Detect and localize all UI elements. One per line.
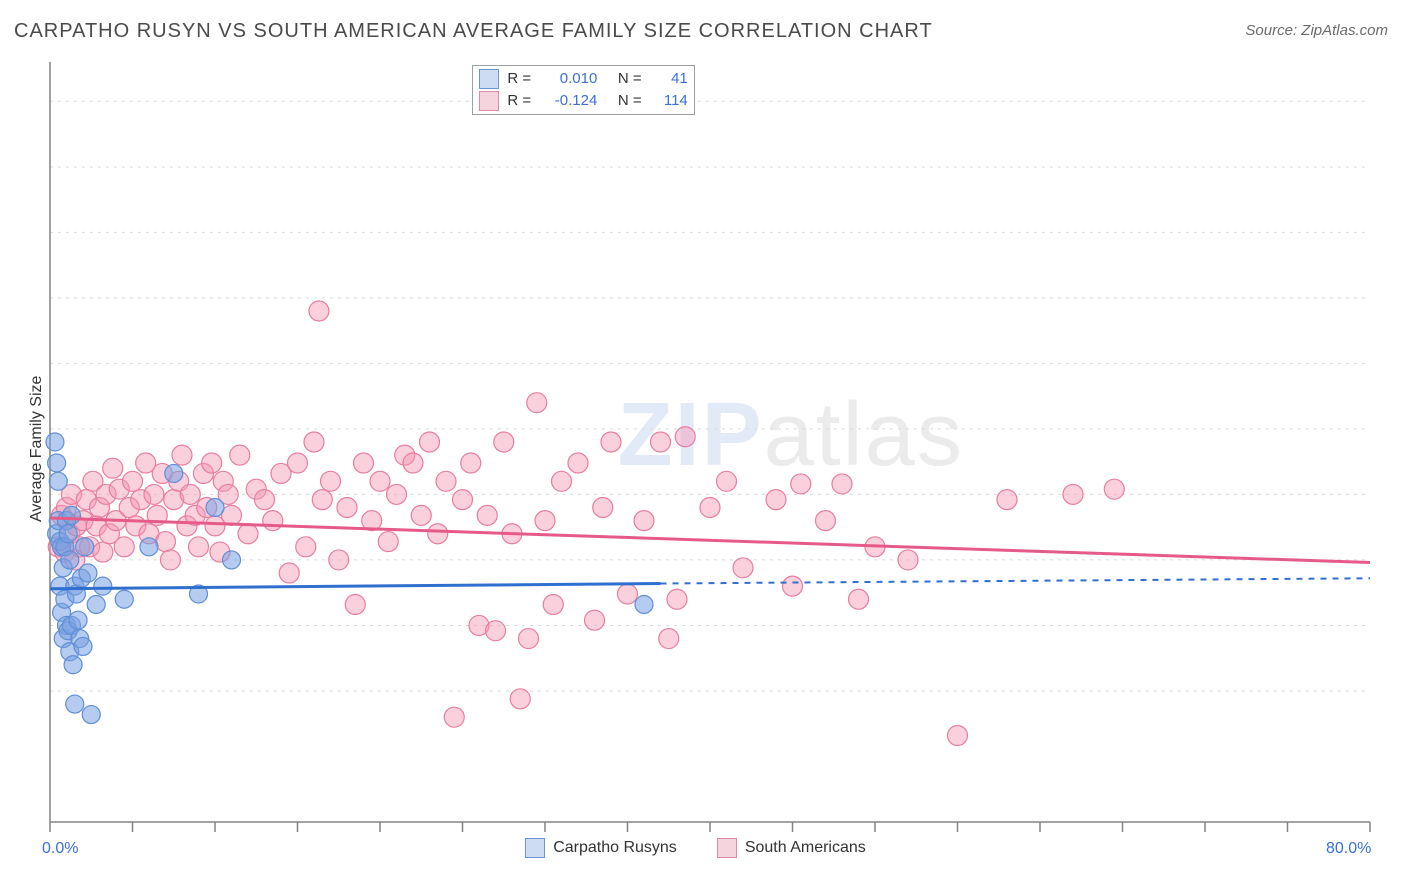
legend-item: Carpatho Rusyns	[525, 838, 677, 858]
y-tick-label: 4.25	[1378, 288, 1406, 306]
x-tick-label: 0.0%	[42, 840, 78, 858]
x-tick-label: 80.0%	[1326, 840, 1371, 858]
y-tick-label: 2.75	[1378, 681, 1406, 699]
stats-row: R = -0.124 N = 114	[479, 90, 687, 112]
y-tick-label: 5.00	[1378, 91, 1406, 109]
y-tick-label: 3.50	[1378, 484, 1406, 502]
bottom-legend: Carpatho Rusyns South Americans	[525, 838, 866, 858]
legend-item: South Americans	[717, 838, 866, 858]
stats-row: R = 0.010 N = 41	[479, 68, 687, 90]
stats-legend-box: R = 0.010 N = 41R = -0.124 N = 114	[472, 65, 694, 115]
chart-canvas	[0, 0, 1406, 892]
